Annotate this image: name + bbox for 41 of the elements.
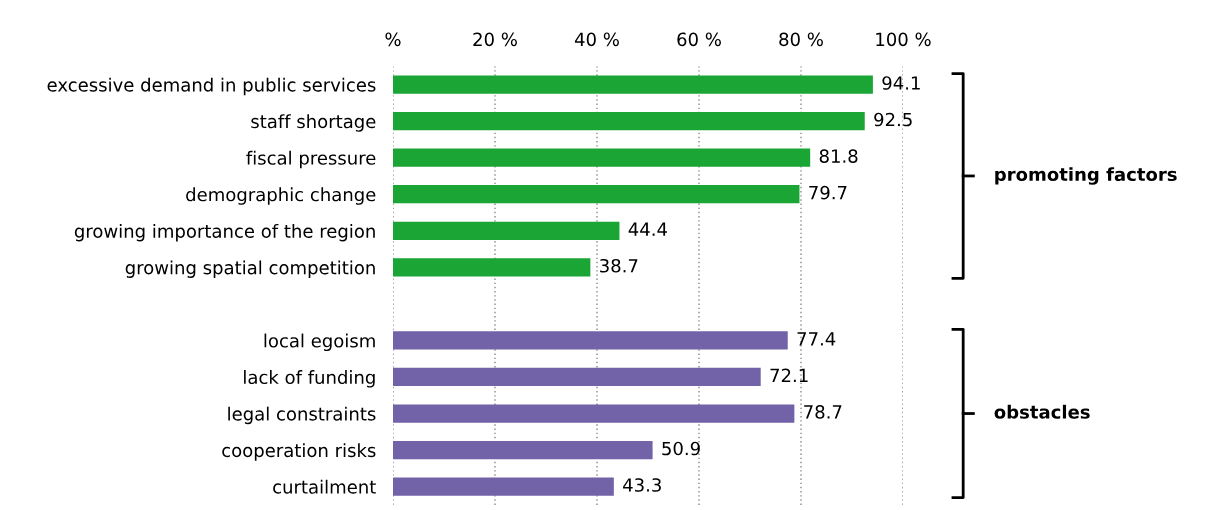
data-label: 38.7 [600,258,638,273]
bar [393,440,653,460]
y-tick-label: growing importance of the region [74,223,375,242]
bar [393,258,591,277]
x-tick-label: % [385,32,401,47]
bar [393,331,788,350]
y-tick-label: legal constraints [228,406,376,425]
data-label: 81.8 [819,149,858,163]
y-tick-label: growing spatial competition [125,260,375,278]
bar [393,477,614,496]
bar [393,221,620,240]
x-tick-label: 100 % [876,32,931,47]
y-tick-label: fiscal pressure [246,150,376,169]
x-tick-label: 40 % [574,32,619,47]
y-tick-label: staff shortage [251,114,376,132]
data-label: 50.9 [662,441,700,456]
x-tick-label: 20 % [473,32,517,47]
text: promoting factors [995,167,1177,185]
bar [393,367,761,387]
y-tick-label: demographic change [186,187,376,205]
bar [393,148,811,167]
x-tick-label: 80 % [779,32,823,47]
data-label: 92.5 [874,112,912,127]
data-label: 44.4 [628,222,667,236]
y-tick-label: cooperation risks [222,443,376,461]
data-label: 79.7 [809,185,847,200]
y-tick-label: excessive demand in public services [47,77,376,96]
bar [393,75,873,94]
y-tick-label: local egoism [264,333,375,352]
bar [393,404,795,423]
data-label: 72.1 [770,368,808,382]
text: obstacles [994,404,1090,419]
data-label: 77.4 [797,332,836,346]
data-label: 43.3 [623,478,661,492]
bar [393,185,800,204]
y-tick-label: curtailment [273,479,376,494]
data-label: 94.1 [882,76,920,90]
bar [393,111,865,131]
data-label: 78.7 [804,405,842,419]
x-tick-label: 60 % [677,32,721,47]
y-tick-label: lack of funding [244,370,375,388]
